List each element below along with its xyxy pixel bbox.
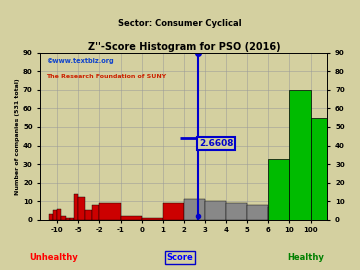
Bar [268,158,289,220]
Bar [311,118,328,220]
Bar [141,218,163,220]
Text: The Research Foundation of SUNY: The Research Foundation of SUNY [46,75,166,79]
Bar [121,216,141,220]
Bar [66,218,70,220]
Text: ©www.textbiz.org: ©www.textbiz.org [46,58,114,64]
Title: Z''-Score Histogram for PSO (2016): Z''-Score Histogram for PSO (2016) [87,42,280,52]
Bar [99,203,121,220]
Bar [226,203,247,220]
Text: Healthy: Healthy [288,253,324,262]
Text: Score: Score [167,253,193,262]
Bar [268,207,274,220]
Bar [93,205,99,220]
Bar [74,194,78,220]
Bar [62,216,66,220]
Text: Unhealthy: Unhealthy [30,253,78,262]
Bar [205,201,226,220]
Bar [85,211,93,220]
Bar [78,197,85,220]
Bar [289,90,311,220]
Bar [247,205,268,220]
Bar [284,207,289,220]
Bar [49,214,53,220]
Y-axis label: Number of companies (531 total): Number of companies (531 total) [15,78,20,195]
Text: Sector: Consumer Cyclical: Sector: Consumer Cyclical [118,19,242,28]
Bar [57,209,62,220]
Bar [163,203,184,220]
Bar [53,211,57,220]
Bar [70,218,74,220]
Text: 2.6608: 2.6608 [199,139,233,148]
Bar [184,199,205,220]
Bar [279,211,284,220]
Bar [274,209,279,220]
